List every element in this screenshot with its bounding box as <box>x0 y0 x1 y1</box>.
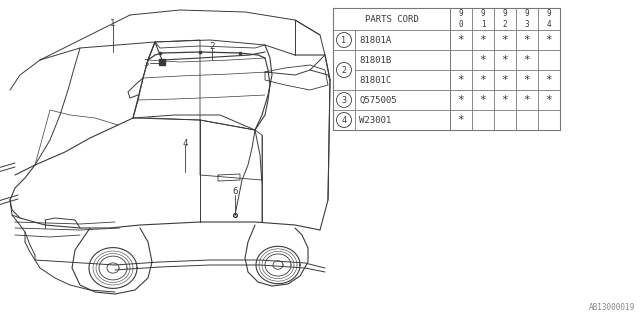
Text: *: * <box>546 75 552 85</box>
Text: *: * <box>524 75 531 85</box>
Text: 4: 4 <box>342 116 346 124</box>
Text: *: * <box>458 115 465 125</box>
Text: 1: 1 <box>342 36 346 44</box>
Text: AB13000019: AB13000019 <box>589 303 635 312</box>
Text: *: * <box>479 75 486 85</box>
Text: *: * <box>502 95 508 105</box>
Text: 81801B: 81801B <box>359 55 391 65</box>
Text: 9
4: 9 4 <box>547 9 551 29</box>
Text: 1: 1 <box>110 19 116 28</box>
Text: 9
2: 9 2 <box>502 9 508 29</box>
Text: 9
1: 9 1 <box>481 9 485 29</box>
Text: *: * <box>458 35 465 45</box>
Text: *: * <box>524 55 531 65</box>
Text: 81801C: 81801C <box>359 76 391 84</box>
Text: *: * <box>546 35 552 45</box>
Text: *: * <box>546 95 552 105</box>
Text: W23001: W23001 <box>359 116 391 124</box>
Text: *: * <box>479 35 486 45</box>
Text: *: * <box>458 95 465 105</box>
Text: *: * <box>479 55 486 65</box>
Text: 81801A: 81801A <box>359 36 391 44</box>
Text: 4: 4 <box>182 139 188 148</box>
Text: 9
3: 9 3 <box>525 9 529 29</box>
Text: *: * <box>502 75 508 85</box>
Text: 3: 3 <box>143 59 148 68</box>
Text: 2: 2 <box>342 66 346 75</box>
Text: PARTS CORD: PARTS CORD <box>365 14 419 23</box>
Text: 6: 6 <box>232 188 237 196</box>
Text: 3: 3 <box>342 95 346 105</box>
Text: *: * <box>502 35 508 45</box>
Text: *: * <box>524 95 531 105</box>
Text: *: * <box>524 35 531 45</box>
Text: Q575005: Q575005 <box>359 95 397 105</box>
Text: *: * <box>479 95 486 105</box>
Text: *: * <box>502 55 508 65</box>
Text: 9
0: 9 0 <box>459 9 463 29</box>
Text: 2: 2 <box>209 42 214 51</box>
Text: *: * <box>458 75 465 85</box>
